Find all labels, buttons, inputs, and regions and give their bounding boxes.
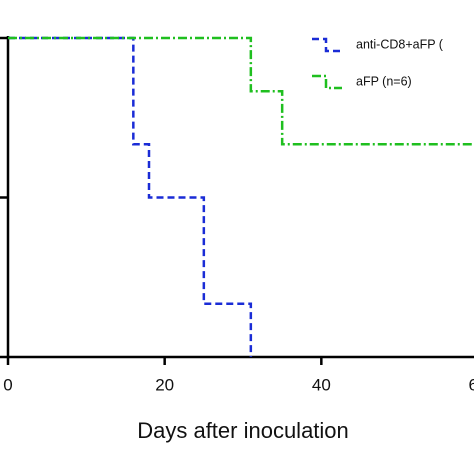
legend-label: anti-CD8+aFP (: [356, 37, 444, 51]
legend-swatch: [312, 74, 342, 90]
survival-line: [8, 36, 474, 146]
survival-line: [8, 36, 253, 357]
legend-label: aFP (n=6): [356, 74, 412, 88]
x-tick-label: 0: [3, 375, 12, 394]
x-axis-label: Days after inoculation: [137, 418, 349, 443]
legend-swatch: [312, 37, 342, 53]
x-tick-label: 40: [312, 375, 331, 394]
x-tick-label: 20: [155, 375, 174, 394]
x-tick-label: 60: [469, 375, 474, 394]
